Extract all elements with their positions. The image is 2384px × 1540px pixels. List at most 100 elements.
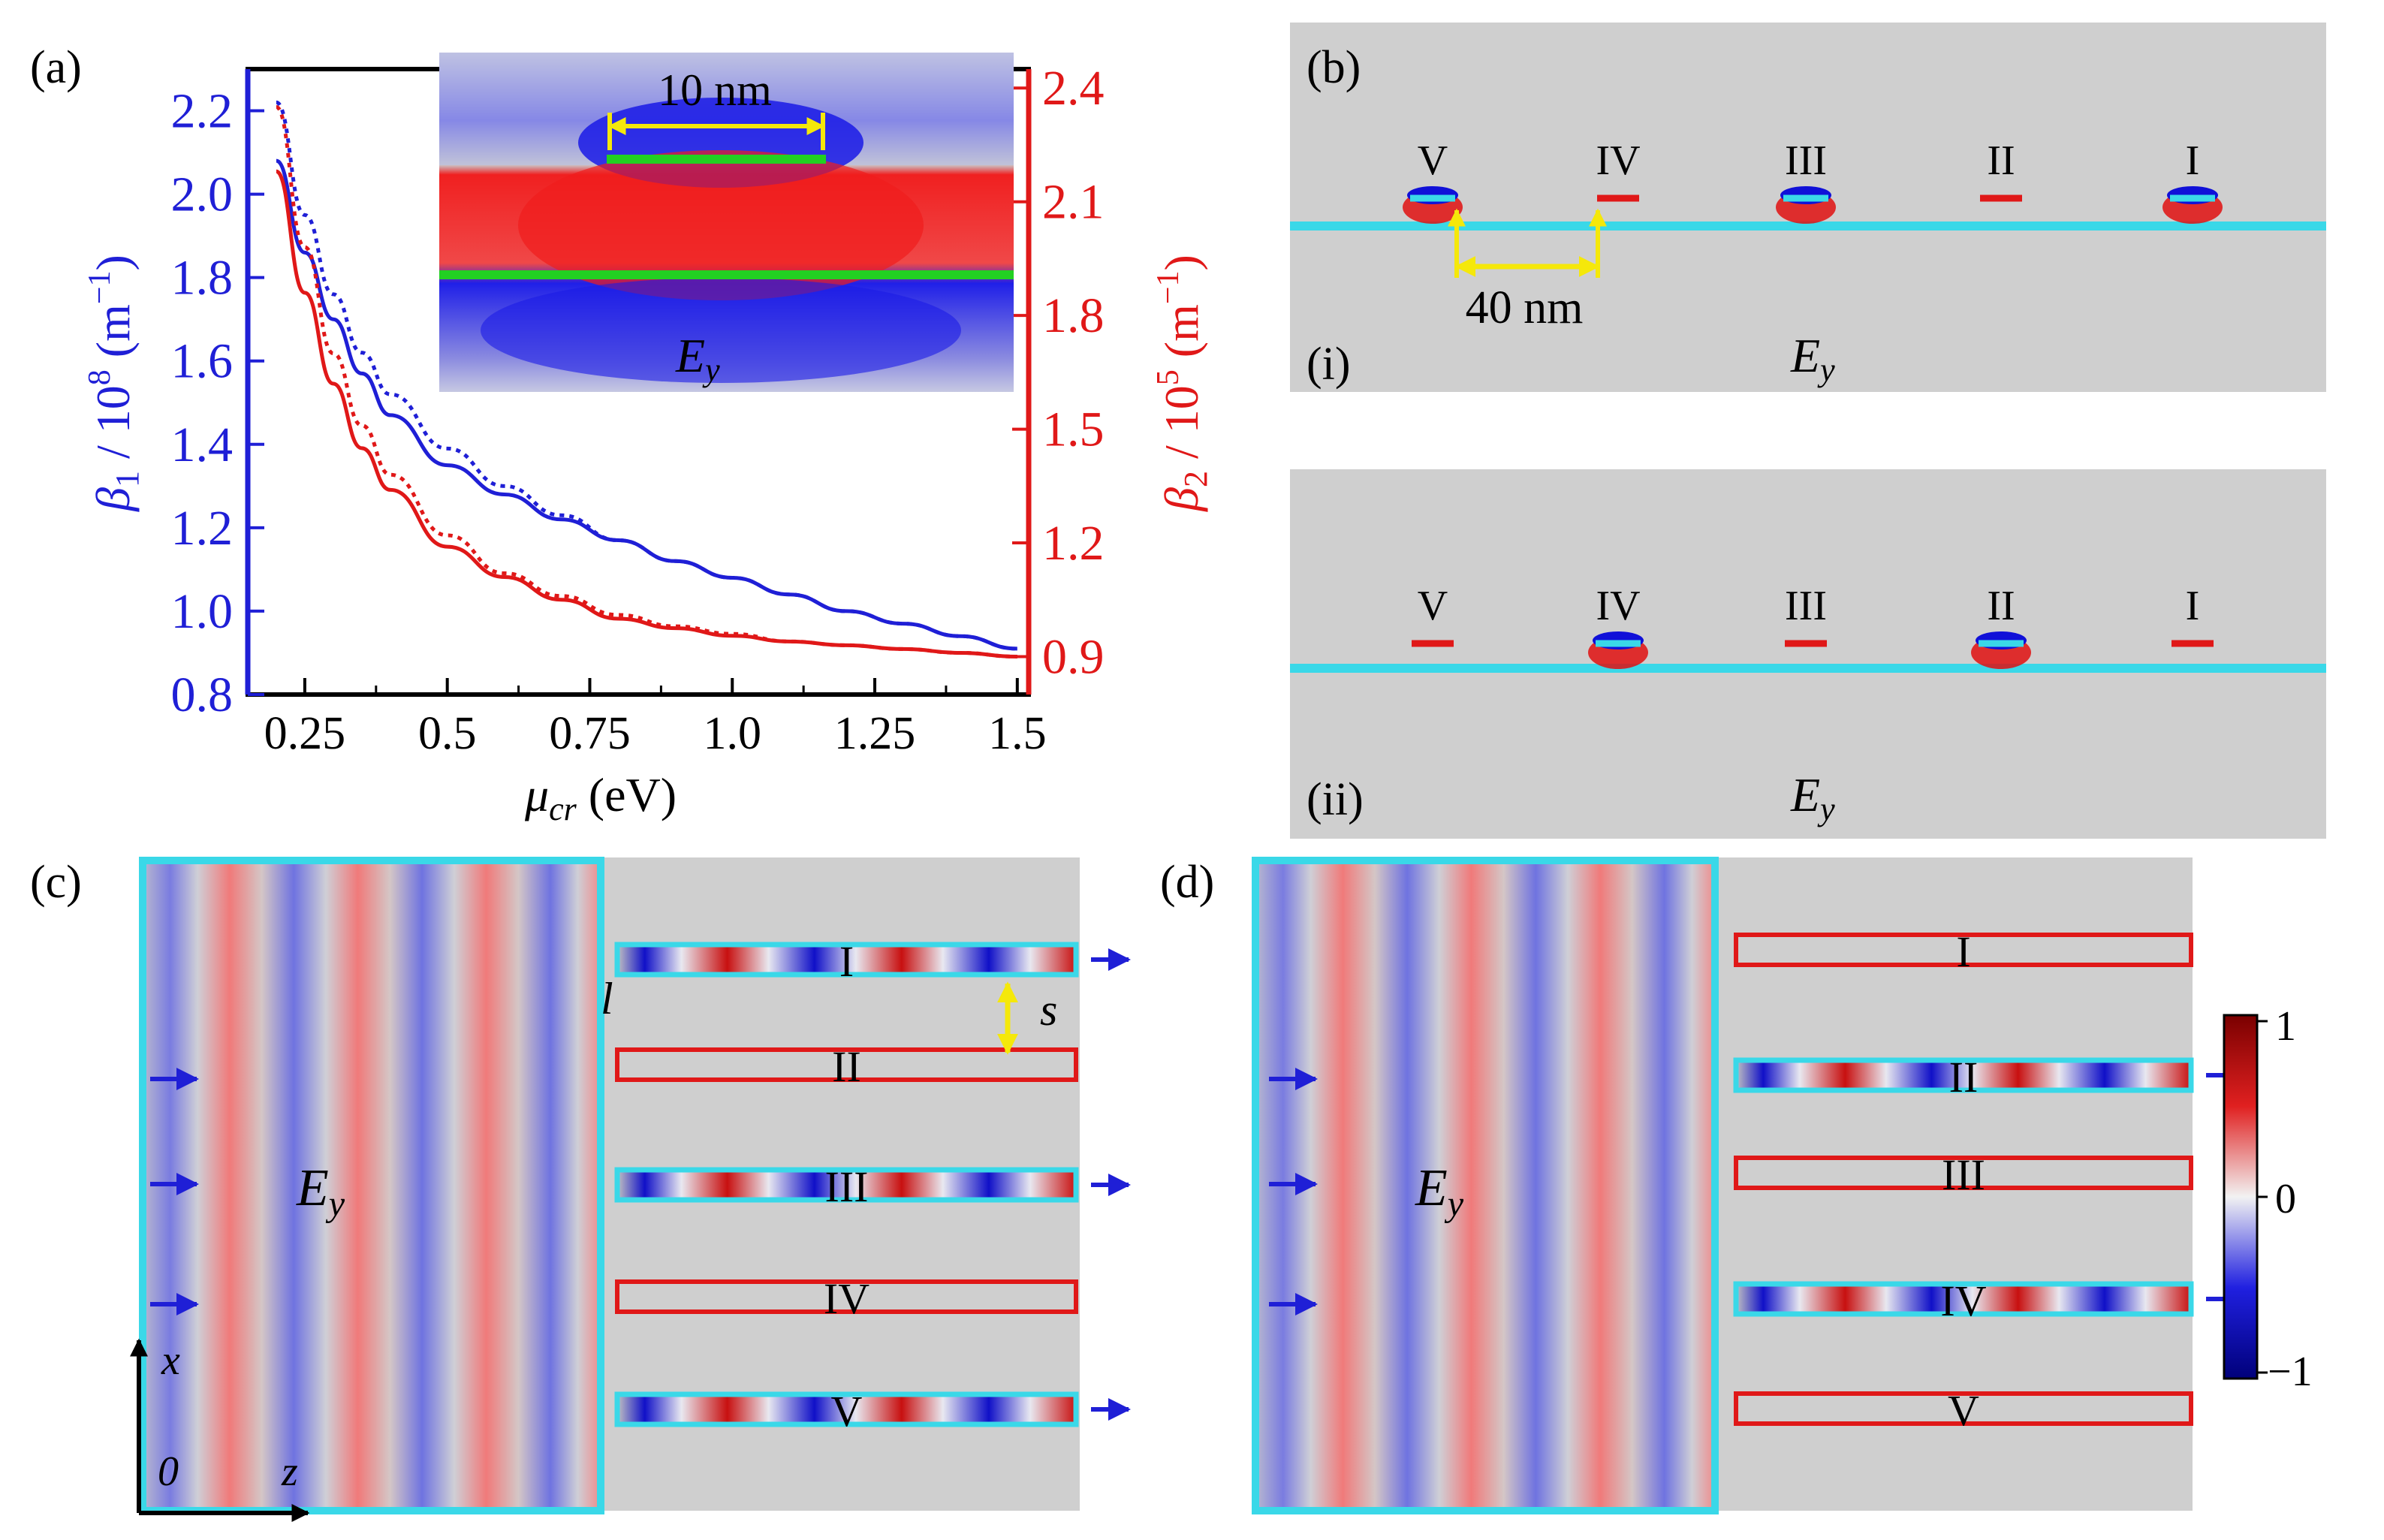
origin-label: 0	[158, 1448, 179, 1495]
x-axis-label: μcr (eV)	[524, 768, 677, 827]
waveguide-label: IV	[824, 1274, 870, 1323]
spacing-label: 40 nm	[1466, 282, 1584, 333]
waveguide-inactive	[615, 1047, 1078, 1082]
ribbon-label: I	[2186, 583, 2200, 629]
y-left-tick-label: 2.2	[171, 84, 234, 139]
y-left-axis-ticks: 0.8 1.0 1.2 1.4 1.6 1.8 2.0 2.2	[171, 84, 264, 722]
waveguide-inactive	[1734, 933, 2193, 967]
y-right-axis-label: β2 / 105 (m−1)	[1151, 255, 1214, 513]
x-tick-label: 0.75	[549, 708, 631, 759]
x-axis-ticks: 0.25 0.5 0.75 1.0 1.25 1.5	[264, 678, 1047, 759]
waveguide-active	[614, 942, 1079, 978]
y-left-tick-label: 1.4	[171, 417, 234, 472]
waveguide-label: V	[831, 1387, 863, 1436]
series-line-2	[275, 100, 1017, 651]
waveguide-label: I	[1956, 927, 1970, 976]
waveguide-field	[1736, 1284, 2191, 1314]
waveguide-active	[614, 1167, 1079, 1203]
ribbons-row-ii: V IV III II I	[1412, 583, 2214, 669]
waveguide-label: I	[839, 937, 854, 986]
panel-label-b: (b)	[1307, 42, 1361, 93]
panel-d-source-field	[1255, 860, 1715, 1511]
panel-c-input-arrows	[150, 1068, 199, 1315]
ribbons-row-i: V IV III II I	[1403, 137, 2223, 224]
inset-field-map: 10 nm Ey	[439, 53, 1014, 392]
z-axis-name: z	[281, 1448, 298, 1495]
ribbon-label: III	[1785, 583, 1827, 629]
field-label-c: Ey	[296, 1159, 345, 1224]
panel-c-source-field	[143, 860, 601, 1511]
inset-field-label: Ey	[675, 329, 720, 388]
waveguide-field	[617, 945, 1076, 975]
waveguide-active	[1733, 1281, 2194, 1317]
panel-a-chart: (a) 0.25 0.5 0.75 1.0 1.25 1.5 0.8 1.0 1.2 1.4 1.…	[30, 42, 1214, 827]
series-line-1	[275, 158, 1017, 651]
y-right-tick-label: 2.4	[1042, 61, 1105, 116]
waveguide-label: II	[832, 1042, 861, 1091]
field-label-d: Ey	[1415, 1159, 1464, 1224]
inset-dimension-label: 10 nm	[658, 65, 772, 115]
colorbar-max: 1	[2275, 1003, 2296, 1050]
y-left-axis-label: β1 / 108 (m−1)	[83, 255, 146, 513]
panel-c-source-sheet	[139, 857, 604, 1514]
panel-label-b-ii: (ii)	[1307, 774, 1364, 825]
y-left-tick-label: 2.0	[171, 167, 234, 222]
y-right-tick-label: 1.8	[1042, 288, 1105, 343]
waveguide-inactive	[1734, 1391, 2193, 1426]
panel-label-d: (d)	[1160, 857, 1214, 908]
ribbon-label: IV	[1596, 583, 1640, 629]
waveguide-label: V	[1948, 1386, 1979, 1435]
ribbon-label: II	[1987, 137, 2015, 184]
waveguide-field	[617, 1170, 1076, 1200]
panel-d-source-sheet	[1252, 857, 1719, 1514]
y-left-tick-label: 1.6	[171, 334, 234, 389]
y-left-tick-label: 0.8	[171, 668, 234, 722]
y-right-tick-label: 2.1	[1042, 175, 1105, 230]
panel-b-ii-field	[1290, 469, 2326, 839]
field-label-b-i: Ey	[1790, 329, 1835, 388]
waveguide-inactive	[1734, 1156, 2193, 1190]
colorbar-mid: 0	[2275, 1176, 2296, 1222]
y-right-tick-label: 0.9	[1042, 630, 1105, 685]
series-line-3	[275, 169, 1017, 659]
y-left-tick-label: 1.0	[171, 584, 234, 639]
y-left-tick-label: 1.8	[171, 251, 234, 306]
ribbon-label: I	[2186, 137, 2200, 184]
colorbar-gradient	[2223, 1014, 2259, 1380]
y-right-tick-label: 1.2	[1042, 516, 1105, 571]
x-tick-label: 0.25	[264, 708, 346, 759]
waveguide-field	[617, 1394, 1076, 1424]
chart-series	[275, 100, 1017, 659]
colorbar: 1 0 −1	[2223, 1003, 2313, 1395]
separation-label-s: s	[1040, 985, 1057, 1035]
y-right-tick-label: 1.5	[1042, 402, 1105, 457]
x-tick-label: 1.0	[704, 708, 762, 759]
panel-label-a: (a)	[30, 42, 82, 93]
waveguide-label: III	[1942, 1150, 1985, 1199]
ribbon-label: V	[1418, 583, 1448, 629]
panel-label-c: (c)	[30, 857, 82, 908]
ribbon-label: II	[1987, 583, 2015, 629]
y-left-tick-label: 1.2	[171, 501, 234, 556]
ribbon-label: IV	[1596, 137, 1640, 184]
waveguide-active	[1733, 1057, 2194, 1093]
waveguide-inactive	[615, 1279, 1078, 1314]
waveguide-field	[1736, 1060, 2191, 1090]
x-tick-label: 0.5	[418, 708, 477, 759]
field-label-b-ii: Ey	[1790, 768, 1835, 827]
panel-b-cross-sections: (b) (i) (ii) V IV III II I V IV III II I 40 nm E…	[1290, 23, 2326, 839]
gap-label-l: l	[601, 974, 613, 1023]
waveguide-label: IV	[1940, 1276, 1986, 1325]
ribbon-label: V	[1418, 137, 1448, 184]
colorbar-min: −1	[2268, 1349, 2313, 1395]
x-tick-label: 1.25	[834, 708, 916, 759]
x-axis-name: x	[161, 1337, 180, 1384]
panel-d-input-arrows	[1269, 1068, 1318, 1315]
ribbon-label: III	[1785, 137, 1827, 184]
y-right-axis-ticks: 0.9 1.2 1.5 1.8 2.1 2.4	[1012, 61, 1105, 685]
